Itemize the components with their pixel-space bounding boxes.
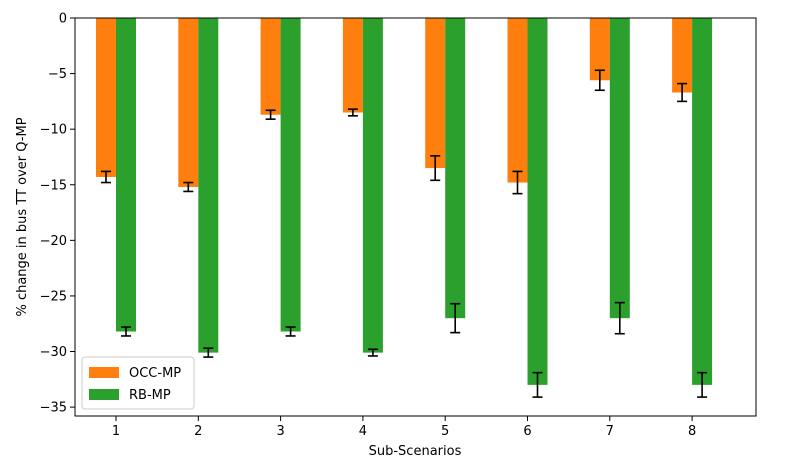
y-tick-label: −35 [40, 401, 67, 416]
bar-occ-mp-8 [672, 18, 693, 93]
y-tick-label: −15 [40, 178, 67, 193]
bar-occ-mp-5 [425, 18, 446, 169]
error-bar-occ-mp-2 [183, 181, 194, 193]
y-axis-label: % change in bus TT over Q-MP [15, 117, 30, 316]
y-tick-label: −10 [40, 123, 67, 138]
bar-rb-mp-2 [198, 18, 219, 353]
error-bar-rb-mp-3 [285, 326, 296, 337]
error-bar-occ-mp-7 [594, 69, 605, 92]
legend-swatch-occ-mp [89, 367, 119, 378]
bar-occ-mp-2 [178, 18, 199, 187]
y-tick-label: −5 [48, 67, 67, 82]
error-bar-rb-mp-8 [697, 371, 708, 398]
y-tick-label: −30 [40, 345, 67, 360]
bar-rb-mp-7 [609, 18, 630, 319]
bar-rb-mp-1 [116, 18, 136, 332]
bar-rb-mp-4 [362, 18, 383, 353]
bar-occ-mp-1 [96, 18, 116, 177]
bar-occ-mp-4 [342, 18, 363, 113]
bar-rb-mp-5 [445, 18, 466, 319]
error-bar-occ-mp-1 [101, 170, 111, 184]
bar-rb-mp-8 [692, 18, 713, 385]
legend-label-occ-mp: OCC-MP [129, 366, 181, 381]
error-bar-rb-mp-7 [614, 301, 625, 335]
x-tick-label: 2 [194, 424, 202, 439]
error-bar-rb-mp-6 [532, 371, 543, 398]
x-tick-label: 4 [359, 424, 367, 439]
x-tick-label: 1 [112, 424, 120, 439]
y-axis: 0 −5 −10 −15 −20 −25 −30 −35 [40, 12, 75, 416]
y-tick-label: 0 [59, 12, 67, 27]
plot-frame [74, 17, 757, 417]
y-tick-label: −25 [40, 289, 67, 304]
x-tick-label: 6 [523, 424, 531, 439]
x-axis: 1 2 3 4 5 6 7 8 [112, 416, 696, 439]
error-bar-occ-mp-3 [265, 109, 276, 120]
error-bar-occ-mp-5 [430, 155, 441, 182]
error-bar-rb-mp-1 [121, 326, 131, 337]
error-bar-occ-mp-8 [677, 82, 688, 103]
bar-rb-mp-6 [527, 18, 548, 385]
x-tick-label: 7 [606, 424, 614, 439]
x-tick-label: 5 [441, 424, 449, 439]
error-bar-occ-mp-6 [512, 170, 523, 195]
x-axis-label: Sub-Scenarios [369, 444, 462, 459]
legend: OCC-MP RB-MP [81, 356, 195, 410]
x-tick-label: 8 [688, 424, 696, 439]
bar-occ-mp-6 [507, 18, 528, 183]
error-bar-occ-mp-4 [347, 108, 358, 117]
error-bar-rb-mp-5 [450, 302, 461, 334]
x-tick-label: 3 [276, 424, 284, 439]
bar-occ-mp-3 [260, 18, 281, 115]
plot-area [96, 18, 713, 398]
bar-rb-mp-3 [280, 18, 301, 332]
legend-label-rb-mp: RB-MP [129, 388, 171, 403]
error-bar-rb-mp-4 [367, 348, 378, 357]
legend-swatch-rb-mp [89, 389, 119, 400]
error-bar-rb-mp-2 [203, 347, 214, 358]
y-tick-label: −20 [40, 234, 67, 249]
bar-occ-mp-7 [589, 18, 610, 81]
